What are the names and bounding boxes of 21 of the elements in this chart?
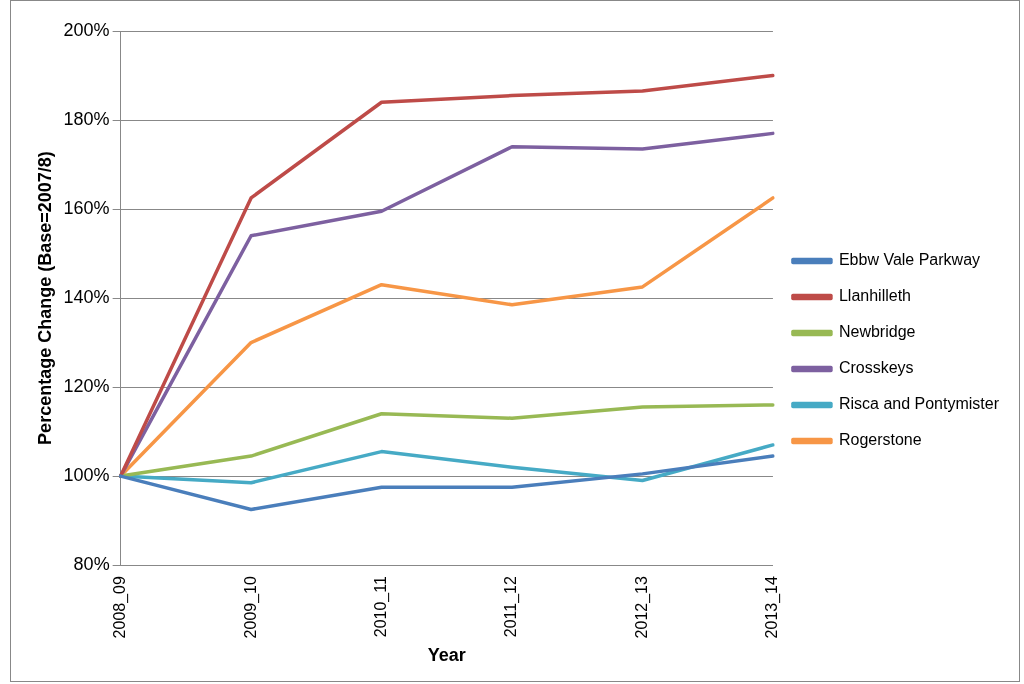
y-axis-title: Percentage Change (Base=2007/8) — [34, 151, 55, 445]
y-tick-label: 160% — [63, 198, 110, 219]
legend-label: Ebbw Vale Parkway — [838, 251, 981, 269]
y-tick-label: 200% — [63, 19, 110, 40]
x-tick-label: 2013_14 — [763, 576, 782, 639]
y-tick-label: 180% — [63, 108, 110, 129]
legend-label: Newbridge — [838, 323, 916, 341]
y-tick-label: 140% — [63, 287, 110, 308]
legend-label: Crosskeys — [838, 359, 914, 377]
y-tick-label: 80% — [73, 554, 110, 575]
x-tick-label: 2010_11 — [371, 576, 390, 638]
x-axis-title: Year — [427, 645, 466, 666]
x-tick-label: 2012_13 — [632, 576, 651, 639]
x-tick-label: 2008_09 — [111, 576, 130, 639]
legend-label: Rogerstone — [838, 431, 922, 449]
legend-label: Llanhilleth — [838, 287, 911, 305]
legend-label: Risca and Pontymister — [838, 395, 1000, 413]
y-tick-label: 100% — [63, 465, 110, 486]
x-tick-label: 2011_12 — [502, 576, 521, 638]
y-tick-label: 120% — [63, 376, 110, 397]
x-tick-label: 2009_10 — [241, 576, 260, 639]
